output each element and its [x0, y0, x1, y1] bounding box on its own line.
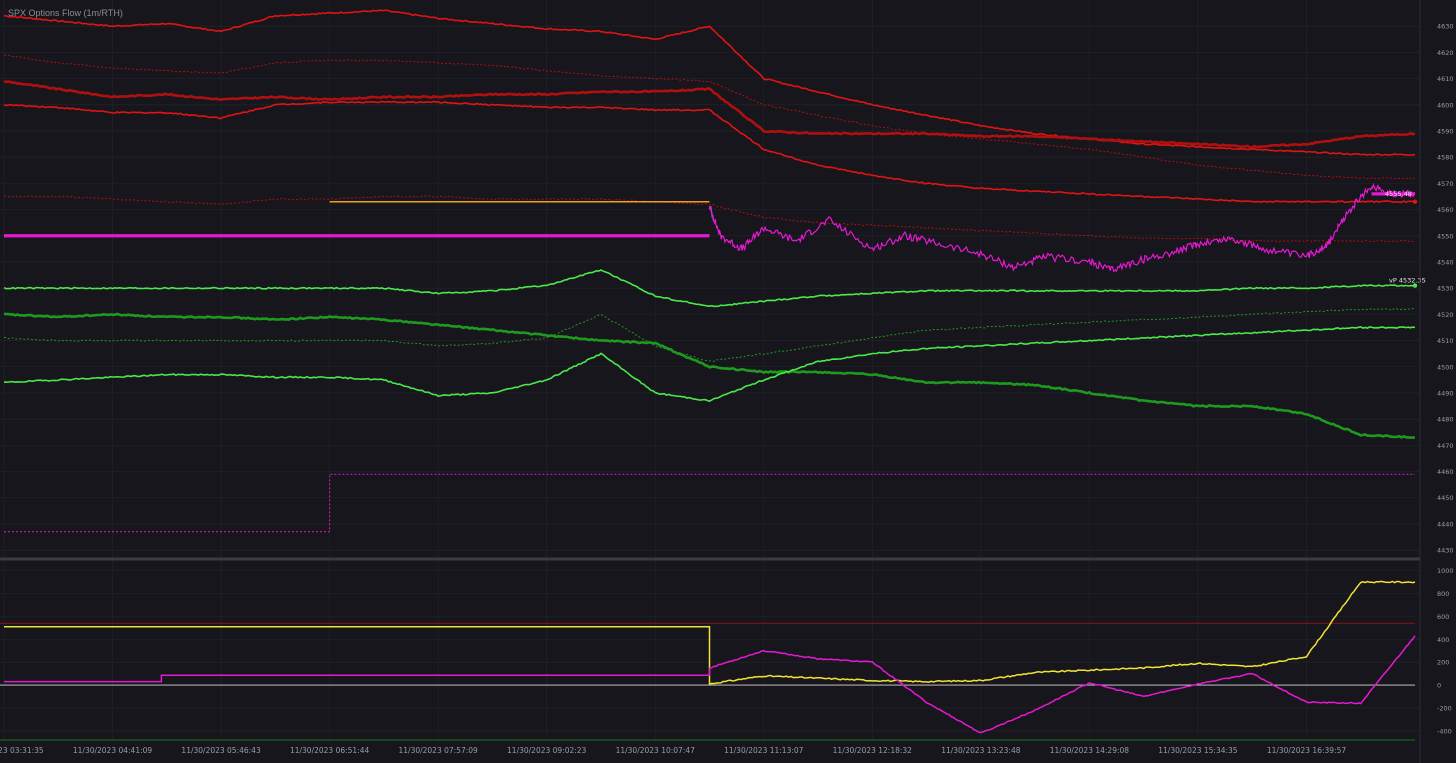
price-series-magenta-dotted: [4, 473, 1415, 533]
price-end-marker: [1412, 199, 1418, 204]
price-tick-label: 4430: [1437, 547, 1454, 555]
price-tick-label: 4490: [1437, 389, 1454, 397]
price-tick-label: 4560: [1437, 206, 1454, 214]
price-tick-label: 4610: [1437, 75, 1454, 83]
price-series-red-dotted: [3, 54, 1416, 180]
time-tick-label: 11/30/2023 04:41:09: [73, 746, 153, 755]
price-tick-label: 4480: [1437, 416, 1454, 424]
oscillator-panel-lines: [0, 580, 1416, 741]
price-series-dark-green-thick: [3, 312, 1416, 439]
price-tick-label: 4550: [1437, 232, 1454, 240]
osc-tick-label: 400: [1437, 636, 1449, 644]
time-tick-label: 11/30/2023 13:23:48: [941, 746, 1021, 755]
price-tick-label: 4630: [1437, 23, 1454, 31]
time-tick-label: 11/30/2023 10:07:47: [616, 746, 696, 755]
osc-tick-label: 200: [1437, 659, 1449, 667]
price-tick-label: 4450: [1437, 494, 1454, 502]
price-tick-label: 4620: [1437, 49, 1454, 57]
price-tick-label: 4510: [1437, 337, 1454, 345]
price-value-label: 4555.48: [1385, 190, 1412, 198]
price-tick-label: 4540: [1437, 258, 1454, 266]
price-panel-lines: 4555.48 vP 4532.35: [3, 9, 1426, 533]
price-tick-label: 4590: [1437, 127, 1454, 135]
price-series-red-dotted: [3, 195, 1416, 243]
osc-tick-label: 800: [1437, 590, 1449, 598]
price-series-green-solid: [3, 269, 1416, 308]
price-tick-label: 4460: [1437, 468, 1454, 476]
price-series-green-solid: [3, 325, 1416, 403]
price-tick-label: 4520: [1437, 311, 1454, 319]
osc-tick-label: 600: [1437, 613, 1449, 621]
chart-title: SPX Options Flow (1m/RTH): [8, 8, 123, 18]
time-tick-label: 11/30/2023 09:02:23: [507, 746, 587, 755]
osc-tick-label: -400: [1437, 727, 1452, 735]
osc-series-yellow: [4, 580, 1416, 685]
vp-value-label: vP 4532.35: [1389, 276, 1426, 284]
time-tick-label: 11/30/2023 15:34:35: [1158, 746, 1238, 755]
price-tick-label: 4580: [1437, 154, 1454, 162]
time-tick-label: 11/30/2023 14:29:08: [1050, 746, 1130, 755]
osc-tick-label: -200: [1437, 704, 1452, 712]
time-tick-label: 11/30/2023 03:31:35: [0, 746, 44, 755]
price-tick-label: 4530: [1437, 285, 1454, 293]
price-tick-label: 4600: [1437, 101, 1454, 109]
osc-tick-label: 1000: [1437, 567, 1454, 575]
price-line: [708, 182, 1416, 273]
time-tick-label: 11/30/2023 06:51:44: [290, 746, 370, 755]
osc-series-magenta: [4, 635, 1416, 734]
osc-tick-label: 0: [1437, 682, 1441, 690]
price-tick-label: 4500: [1437, 363, 1454, 371]
time-tick-label: 11/30/2023 07:57:09: [399, 746, 479, 755]
price-series-red-solid: [3, 9, 1416, 157]
price-series-dark-red-thick: [3, 79, 1416, 149]
price-series-red-solid: [3, 100, 1416, 204]
time-tick-label: 11/30/2023 05:46:43: [181, 746, 261, 755]
price-series-green-dotted: [3, 307, 1416, 362]
price-tick-label: 4470: [1437, 442, 1454, 450]
time-tick-label: 11/30/2023 11:13:07: [724, 746, 804, 755]
price-tick-label: 4440: [1437, 520, 1454, 528]
price-tick-label: 4570: [1437, 180, 1454, 188]
time-tick-label: 11/30/2023 16:39:57: [1267, 746, 1347, 755]
time-tick-label: 11/30/2023 12:18:32: [833, 746, 913, 755]
vp-end-marker: [1412, 283, 1418, 288]
axis-labels: 4430 4440 4450 4460 4470 4480 4490 4500 4510 4520…: [0, 23, 1454, 755]
